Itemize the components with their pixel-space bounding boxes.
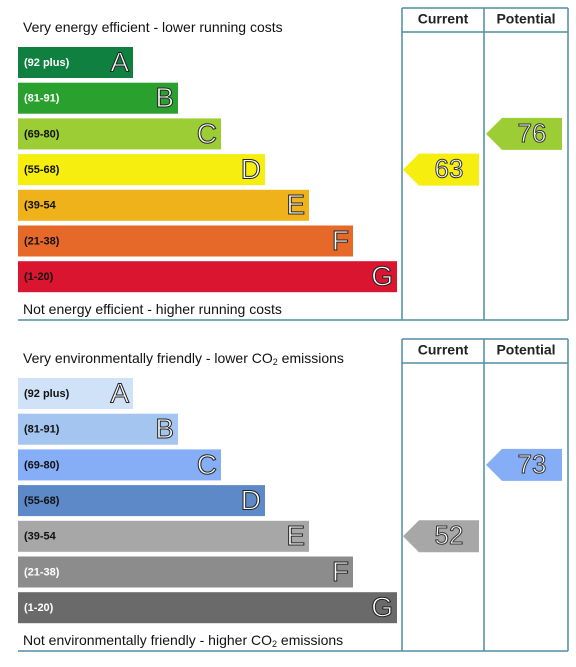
label-text: Very environmentally friendly - lower CO (23, 350, 273, 366)
column-header: Current (418, 342, 469, 358)
band-bar (18, 154, 265, 186)
band-bar (18, 225, 353, 257)
band-range: (81-91) (24, 93, 60, 105)
label-subscript: 2 (272, 639, 277, 649)
band-range: (92 plus) (24, 388, 70, 400)
column-header: Potential (496, 342, 555, 358)
rating-arrow (486, 117, 562, 150)
band-letter: B (155, 413, 174, 444)
rating-value: 73 (518, 449, 547, 479)
band-bar (18, 261, 397, 293)
band-letter: E (286, 520, 305, 551)
band-bar (18, 556, 353, 588)
band-bar (18, 449, 221, 481)
band-letter: D (241, 484, 261, 515)
band-letter: E (286, 189, 305, 220)
band-range: (81-91) (24, 424, 60, 436)
bottom-label: Not environmentally friendly - higher CO… (23, 632, 343, 650)
band-range: (69-80) (24, 459, 60, 471)
band-range: (1-20) (24, 271, 54, 283)
band-bar (18, 485, 265, 517)
band-range: (92 plus) (24, 57, 70, 69)
label-text: Not environmentally friendly - higher CO (23, 632, 272, 648)
band-letter: D (241, 153, 261, 184)
band-letter: C (197, 449, 217, 480)
column-header: Potential (496, 11, 555, 27)
band-bar (18, 189, 309, 221)
label-text: Very energy efficient - lower running co… (23, 19, 283, 35)
rating-chart: Current Potential Very energy efficient - … (18, 7, 569, 321)
band-letter: F (332, 225, 349, 256)
band-range: (69-80) (24, 128, 60, 140)
band-letter: G (371, 592, 393, 623)
top-label: Very environmentally friendly - lower CO… (23, 350, 344, 368)
rating-value: 52 (435, 520, 464, 550)
band-bar (18, 82, 178, 114)
band-bar (18, 413, 178, 445)
bottom-label: Not energy efficient - higher running co… (23, 301, 282, 317)
band-bar (18, 118, 221, 150)
band-letter: B (155, 82, 174, 113)
band-range: (55-68) (24, 164, 60, 176)
band-bar (18, 592, 397, 624)
rating-arrow (403, 520, 479, 553)
band-bar (18, 520, 309, 552)
band-range: (39-54 (24, 531, 57, 543)
rating-value: 63 (435, 153, 464, 183)
rating-chart: Current Potential Very environmentally fri… (18, 338, 569, 652)
band-range: (1-20) (24, 602, 54, 614)
band-letter: G (371, 261, 393, 292)
top-label: Very energy efficient - lower running co… (23, 19, 283, 35)
band-range: (21-38) (24, 235, 60, 247)
label-text: emissions (278, 350, 344, 366)
band-bar (18, 378, 133, 409)
band-range: (39-54 (24, 200, 57, 212)
band-letter: A (110, 377, 129, 408)
band-range: (55-68) (24, 495, 60, 507)
column-header: Current (418, 11, 469, 27)
rating-arrow (403, 153, 479, 186)
label-subscript: 2 (273, 357, 278, 367)
label-text: Not energy efficient - higher running co… (23, 301, 282, 317)
label-text: emissions (277, 632, 343, 648)
band-letter: F (332, 556, 349, 587)
band-letter: C (197, 118, 217, 149)
band-letter: A (110, 46, 129, 77)
band-bar (18, 47, 133, 78)
rating-value: 76 (518, 118, 547, 148)
rating-arrow (486, 448, 562, 481)
band-range: (21-38) (24, 566, 60, 578)
